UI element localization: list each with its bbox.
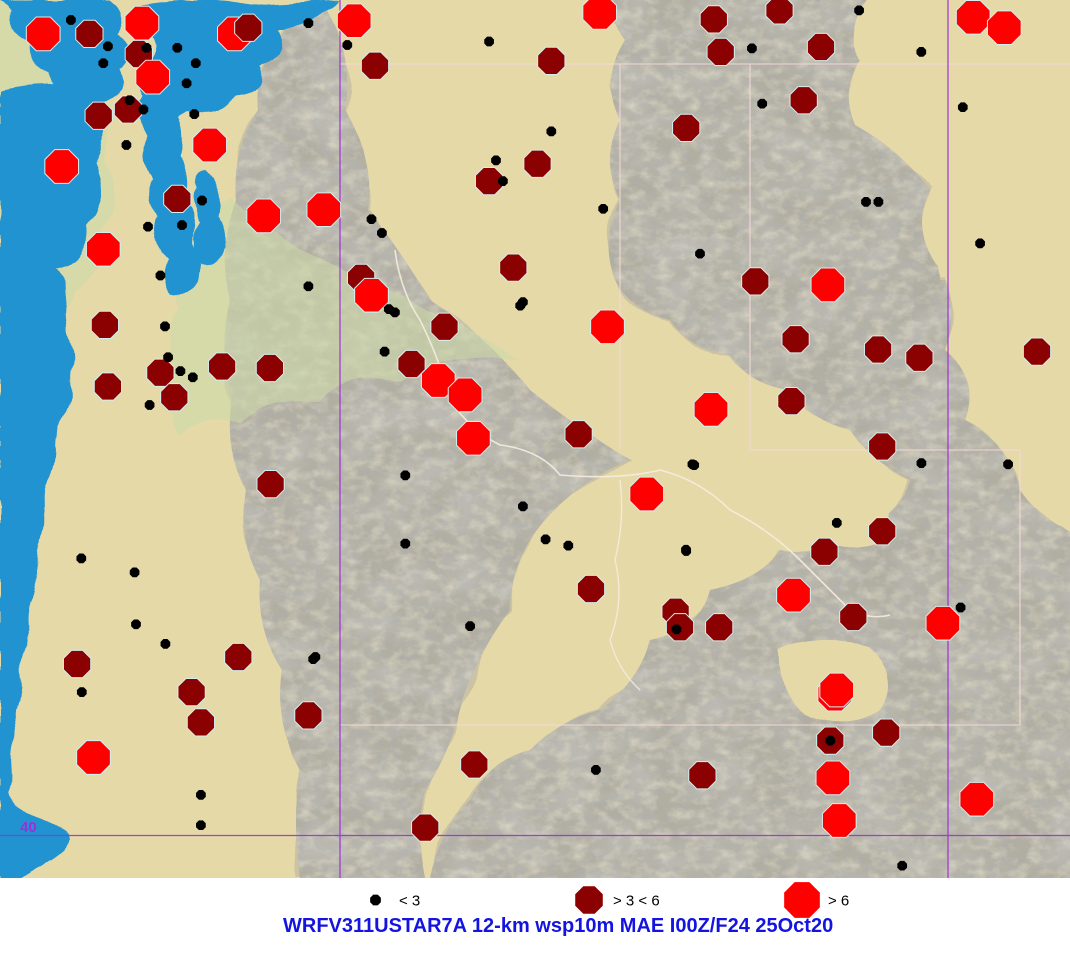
svg-text:> 6: > 6 [828,893,849,910]
svg-text:< 3: < 3 [399,893,420,910]
svg-text:40: 40 [20,819,37,836]
svg-text:> 3 < 6: > 3 < 6 [613,893,660,910]
